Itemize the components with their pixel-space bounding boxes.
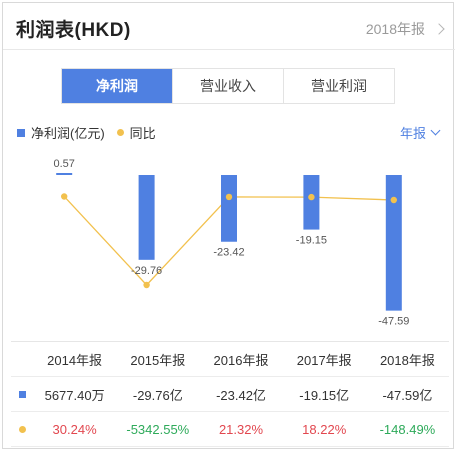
column-header: 2014年报 [47,352,103,368]
data-label: -23.42 [213,247,244,259]
line-legend-swatch [116,129,124,136]
data-table: 2014年报 2015年报 2016年报 2017年报 2018年报 5677.… [11,341,449,447]
card-header: 利润表(HKD) 2018年报 [3,3,455,49]
data-label: -19.15 [296,235,327,247]
chart-legend: 净利润(亿元) 同比 [17,123,156,142]
table-cell: -19.15亿 [299,387,350,403]
chevron-down-icon [430,125,441,136]
report-type-label: 年报 [399,126,426,141]
metric-tabs: 净利润 营业收入 营业利润 [61,68,395,104]
table-header-row: 2014年报 2015年报 2016年报 2017年报 2018年报 [11,342,449,377]
table-cell: -29.76亿 [132,387,183,403]
period-label: 2018年报 [365,21,425,37]
bar[interactable] [56,173,73,175]
table-cell: -23.42亿 [216,387,266,403]
table-cell: -148.49% [379,421,436,437]
chevron-right-icon [433,23,445,35]
page-title: 利润表(HKD) [16,20,131,41]
table-row-yoy: 30.24% -5342.55% 21.32% 18.22% -148.49% [11,412,449,447]
bar[interactable] [221,175,237,242]
tab-operating-profit[interactable]: 营业利润 [284,69,394,103]
tab-net-profit[interactable]: 净利润 [62,69,173,103]
net-profit-chart: 0.57 -29.76 -23.42 -19.15 -47.59 [53,158,409,328]
yoy-point[interactable] [308,193,315,201]
data-label: -29.76 [131,265,162,277]
column-header: 2017年报 [296,352,352,368]
bar[interactable] [138,175,155,260]
yoy-point[interactable] [143,281,150,289]
table-cell: 21.32% [218,421,264,437]
yoy-point[interactable] [225,193,233,201]
yoy-point[interactable] [61,193,68,200]
bar[interactable] [385,175,402,311]
table-cell: 18.22% [302,421,347,437]
bar[interactable] [303,175,320,230]
column-header: 2015年报 [130,352,186,368]
line-series-marker [18,425,26,433]
bar-legend-swatch [17,128,25,137]
report-type-dropdown[interactable]: 年报 [399,123,441,142]
data-label: -47.59 [378,316,409,328]
period-selector[interactable]: 2018年报 [365,19,445,39]
table-cell: -5342.55% [126,421,190,437]
column-header: 2016年报 [213,352,269,368]
yoy-point[interactable] [390,196,397,204]
line-legend-label: 同比 [129,126,156,141]
tab-revenue[interactable]: 营业收入 [173,69,284,103]
column-header: 2018年报 [379,352,435,368]
table-cell: 30.24% [52,421,97,437]
bar-series-marker [18,390,26,398]
bar-legend-label: 净利润(亿元) [31,126,105,141]
table-cell: 5677.40万 [44,387,105,403]
data-label: 0.57 [53,158,74,170]
divider [3,49,455,50]
table-row-net-profit: 5677.40万 -29.76亿 -23.42亿 -19.15亿 -47.59亿 [11,377,449,412]
table-cell: -47.59亿 [382,387,433,403]
